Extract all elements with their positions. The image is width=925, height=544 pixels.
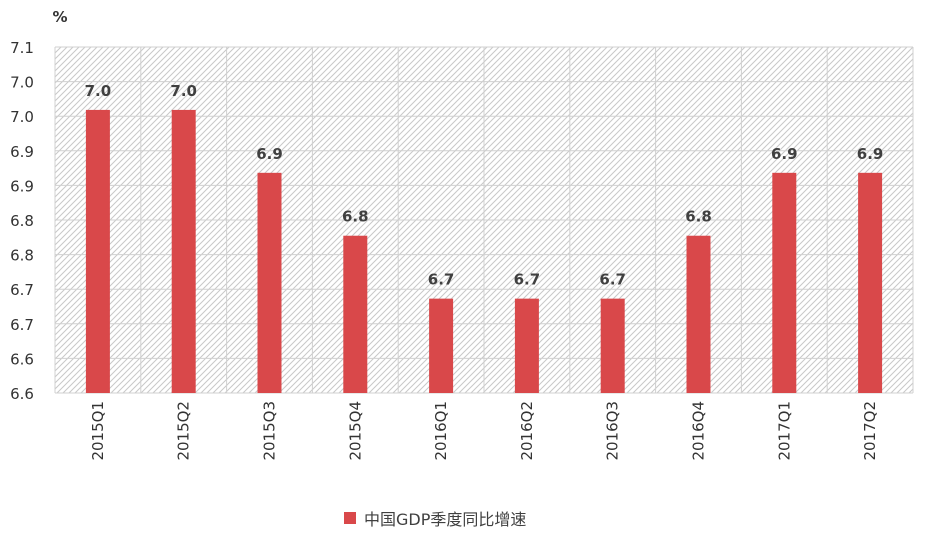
- y-tick-label: 7.0: [10, 108, 34, 126]
- bar-value-label: 6.9: [771, 145, 798, 163]
- y-tick-label: 6.7: [10, 281, 34, 299]
- x-tick-label: 2016Q1: [432, 401, 450, 461]
- x-tick-label: 2016Q4: [690, 401, 708, 461]
- bar: [772, 172, 797, 393]
- bar-value-label: 6.8: [342, 208, 369, 226]
- gridlines: [54, 46, 914, 394]
- y-tick-label: 6.8: [10, 247, 34, 265]
- x-tick-label: 2015Q1: [89, 401, 107, 461]
- bar-value-label: 6.8: [685, 208, 712, 226]
- bar: [85, 109, 110, 393]
- legend-label: 中国GDP季度同比增速: [364, 510, 527, 529]
- bar-value-labels: 7.0 7.0 6.9 6.8 6.7 6.7 6.7 6.8 6.9 6.9: [85, 82, 884, 289]
- bar: [257, 172, 282, 393]
- y-tick-label: 6.7: [10, 316, 34, 334]
- x-tick-label: 2015Q2: [175, 401, 193, 461]
- bar: [686, 235, 711, 393]
- y-tick-label: 6.8: [10, 212, 34, 230]
- y-tick-label: 7.0: [10, 74, 34, 92]
- bar: [600, 298, 625, 393]
- y-tick-label: 6.6: [10, 385, 34, 403]
- bars: [85, 109, 883, 393]
- x-tick-label: 2015Q4: [346, 401, 364, 461]
- bar-value-label: 6.9: [857, 145, 884, 163]
- bar-value-label: 6.9: [256, 145, 283, 163]
- y-tick-label: 6.9: [10, 177, 34, 195]
- bar: [858, 172, 883, 393]
- x-tick-label: 2017Q2: [861, 401, 879, 461]
- bar-value-label: 6.7: [514, 271, 541, 289]
- x-tick-label: 2017Q1: [775, 401, 793, 461]
- y-tick-label: 7.1: [10, 39, 34, 57]
- bar-value-label: 7.0: [170, 82, 197, 100]
- y-tick-label: 6.6: [10, 350, 34, 368]
- legend-swatch: [344, 512, 356, 524]
- y-axis-tick-labels: 6.6 6.6 6.7 6.7 6.8 6.8 6.9 6.9 7.0 7.0 7.1: [10, 39, 34, 403]
- bar-value-label: 6.7: [428, 271, 455, 289]
- x-tick-label: 2015Q3: [261, 401, 279, 461]
- x-axis-tick-labels: 2015Q1 2015Q2 2015Q3 2015Q4 2016Q1 2016Q2 2016…: [89, 401, 879, 461]
- y-axis-unit: %: [52, 8, 67, 26]
- bar-value-label: 6.7: [599, 271, 626, 289]
- bar: [429, 298, 454, 393]
- x-tick-label: 2016Q2: [518, 401, 536, 461]
- bar: [171, 109, 196, 393]
- y-tick-label: 6.9: [10, 143, 34, 161]
- legend: 中国GDP季度同比增速: [344, 507, 526, 529]
- gdp-growth-chart: 6.66.66.76.76.86.86.96.97.07.07.1 % 7.0 7…: [10, 8, 914, 461]
- bar-value-label: 7.0: [85, 82, 112, 100]
- x-tick-label: 2016Q3: [604, 401, 622, 461]
- bar: [343, 235, 368, 393]
- bar: [514, 298, 539, 393]
